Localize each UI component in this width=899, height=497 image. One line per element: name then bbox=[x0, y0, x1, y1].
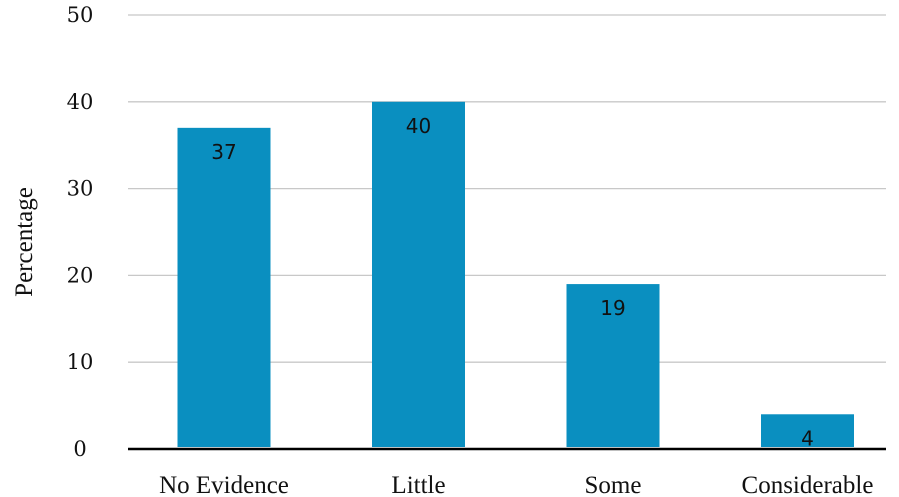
data-label: 40 bbox=[406, 114, 431, 138]
y-axis-label: Percentage bbox=[11, 187, 38, 297]
data-label: 4 bbox=[801, 426, 814, 450]
y-tick-label: 0 bbox=[73, 437, 86, 461]
y-tick-label: 30 bbox=[67, 177, 94, 201]
data-labels: 37 40 19 4 bbox=[211, 114, 814, 450]
x-tick-label: Some bbox=[585, 472, 642, 497]
x-tick-label: No Evidence bbox=[159, 472, 289, 497]
bar-some bbox=[566, 284, 660, 447]
x-axis-ticks: No Evidence Little Some Considerable bbox=[159, 472, 873, 497]
bar-little bbox=[372, 101, 465, 448]
bars bbox=[177, 101, 854, 448]
y-tick-label: 20 bbox=[67, 263, 94, 287]
y-tick-label: 50 bbox=[67, 3, 94, 27]
x-tick-label: Considerable bbox=[742, 472, 874, 497]
y-tick-label: 40 bbox=[67, 90, 94, 114]
bar-no-evidence bbox=[177, 127, 271, 447]
bar-considerable bbox=[761, 414, 854, 447]
x-tick-label: Little bbox=[391, 472, 445, 497]
data-label: 19 bbox=[600, 296, 625, 320]
y-tick-label: 10 bbox=[67, 350, 94, 374]
y-axis-ticks: 0 10 20 30 40 50 bbox=[67, 3, 94, 461]
data-label: 37 bbox=[211, 140, 236, 164]
